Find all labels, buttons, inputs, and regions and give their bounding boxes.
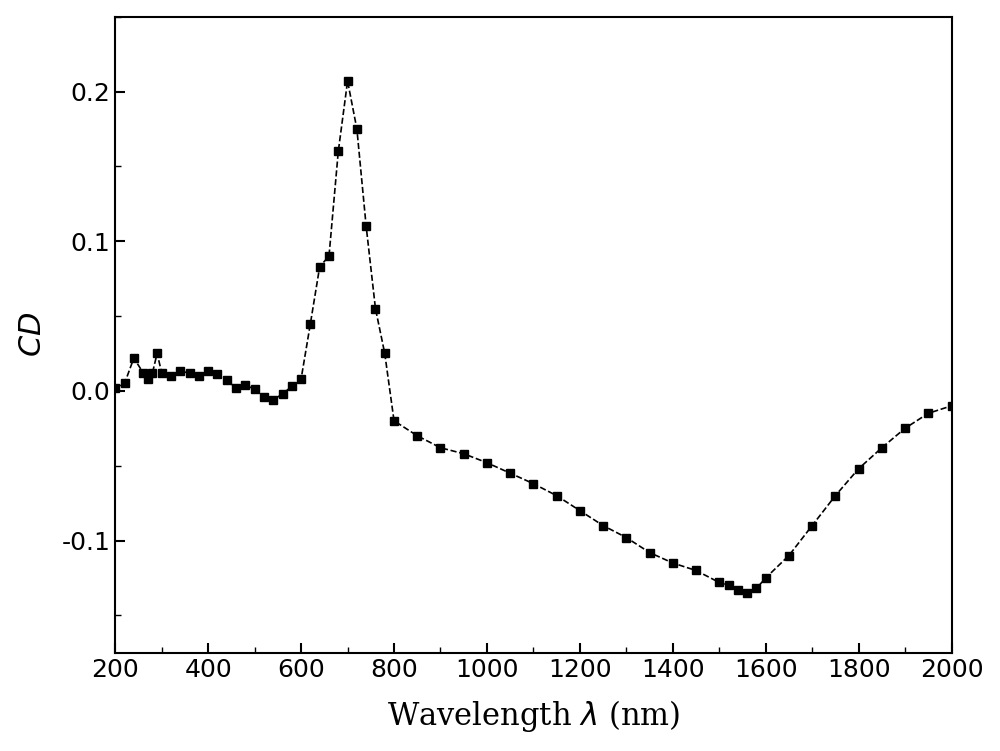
Y-axis label: $CD$: $CD$ — [17, 312, 48, 357]
X-axis label: Wavelength $\lambda$ (nm): Wavelength $\lambda$ (nm) — [387, 698, 680, 734]
